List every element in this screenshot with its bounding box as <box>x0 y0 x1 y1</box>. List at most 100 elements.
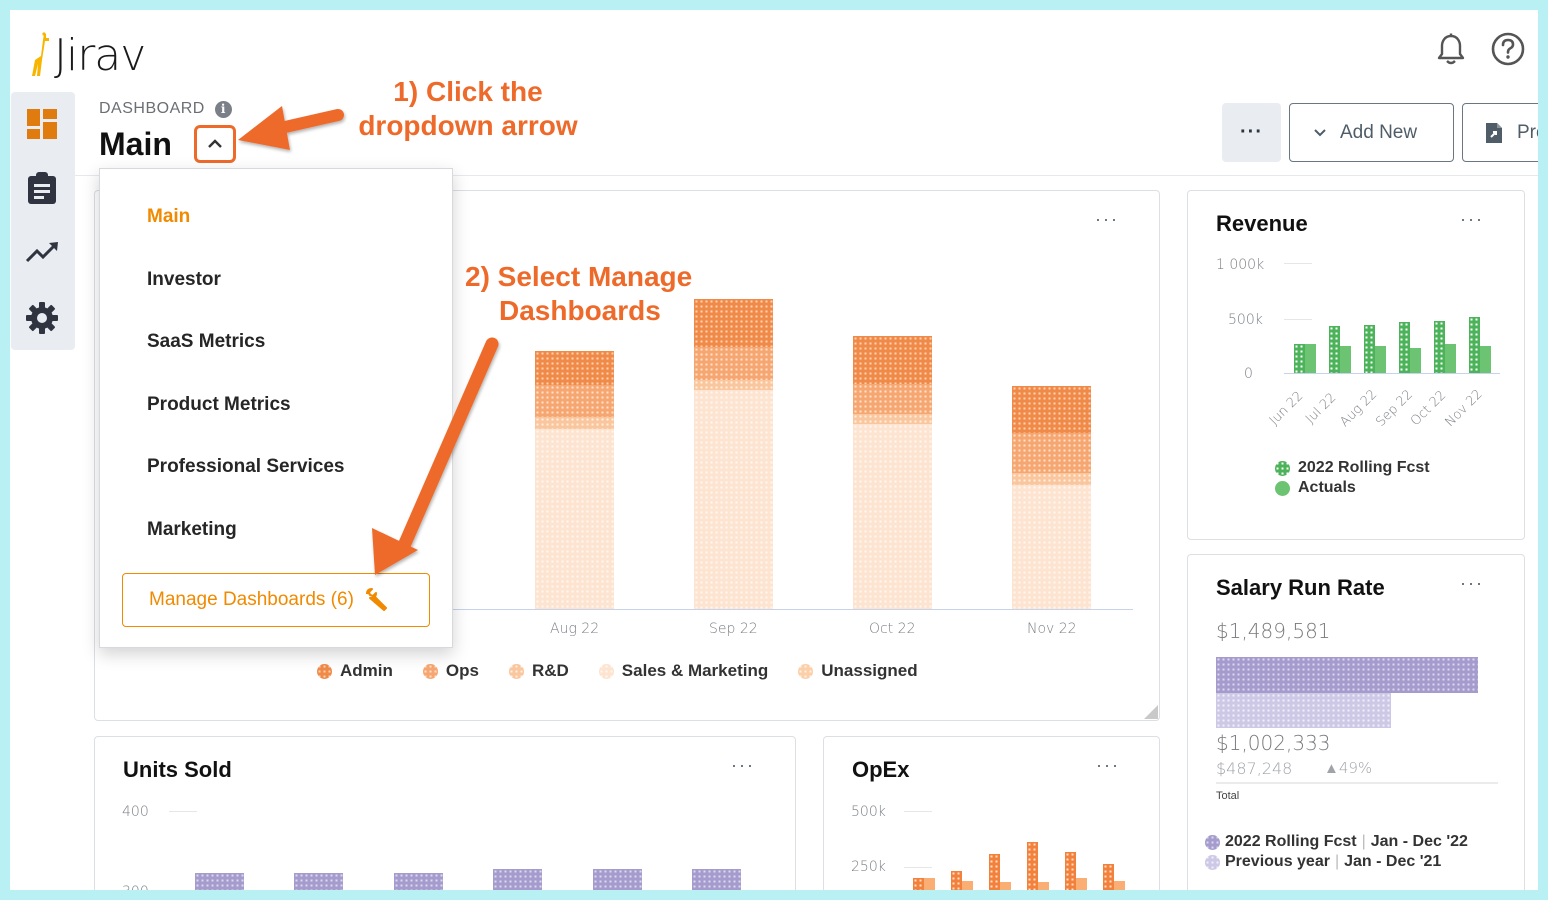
revenue-card: Revenue ··· 1 000k 500k 0 Jun 22 Jul 22 … <box>1187 190 1525 540</box>
card-title: Revenue <box>1216 211 1308 236</box>
bar-fcst-oct[interactable] <box>1434 321 1445 373</box>
legend-rolling-fcst[interactable]: 2022 Rolling Fcst | Jan - Dec '22 <box>1205 833 1468 851</box>
bar-opex-actual[interactable] <box>1114 881 1125 890</box>
y-label: 500k <box>851 804 886 820</box>
y-label: 1 000k <box>1216 257 1265 273</box>
sidebar-nav <box>11 92 75 350</box>
bar-opex-actual[interactable] <box>962 881 973 890</box>
dropdown-item-saas-metrics[interactable]: SaaS Metrics <box>147 331 266 352</box>
bar-fcst-jun[interactable] <box>1294 344 1305 373</box>
chart-legend: Admin Ops R&D Sales & Marketing Unassign… <box>317 661 918 681</box>
card-menu-button[interactable]: ··· <box>1096 755 1120 775</box>
bar-opex-fcst[interactable] <box>913 878 924 890</box>
resize-handle[interactable] <box>1144 705 1158 719</box>
bar-aug-22[interactable] <box>535 351 614 609</box>
card-menu-button[interactable]: ··· <box>1460 209 1484 229</box>
bar-actual-aug[interactable] <box>1375 346 1386 373</box>
bar-fcst-sep[interactable] <box>1399 322 1410 373</box>
bar-units[interactable] <box>593 869 642 890</box>
bar-units[interactable] <box>294 873 343 890</box>
bar-previous[interactable] <box>1216 693 1391 728</box>
bar-actual-jun[interactable] <box>1305 344 1316 373</box>
legend-sales-marketing[interactable]: Sales & Marketing <box>598 661 768 681</box>
bar-opex-actual[interactable] <box>924 878 935 890</box>
annotation-step1: 1) Click the dropdown arrow <box>358 76 578 141</box>
bar-sep-22[interactable] <box>694 299 773 609</box>
salary-legend: 2022 Rolling Fcst | Jan - Dec '22 Previo… <box>1205 833 1468 871</box>
sidebar-item-settings[interactable] <box>23 299 61 337</box>
bar-actual-oct[interactable] <box>1445 344 1456 373</box>
legend-swatch <box>1275 480 1290 496</box>
manage-dashboards-button[interactable]: Manage Dashboards (6) <box>122 573 430 627</box>
more-options-button[interactable]: ··· <box>1222 103 1281 162</box>
bell-icon <box>1437 33 1465 65</box>
y-label: 250k <box>851 859 886 875</box>
add-new-button[interactable]: Add New <box>1289 103 1454 162</box>
dropdown-item-professional-services[interactable]: Professional Services <box>147 456 345 477</box>
bar-actual-nov[interactable] <box>1480 346 1491 373</box>
dropdown-item-investor[interactable]: Investor <box>147 269 221 290</box>
total-label: Total <box>1216 790 1240 802</box>
change-percent: ▲49% <box>1324 759 1373 777</box>
bar-opex-fcst[interactable] <box>951 871 962 890</box>
legend-actuals[interactable]: Actuals <box>1275 479 1430 497</box>
brand-name: Jirav <box>54 30 146 81</box>
page-title: Main <box>99 126 172 162</box>
manage-dashboards-label: Manage Dashboards (6) <box>149 589 354 610</box>
card-menu-button[interactable]: ··· <box>1095 209 1119 229</box>
legend-unassigned[interactable]: Unassigned <box>798 661 918 681</box>
dashboard-dropdown-toggle[interactable] <box>194 125 236 163</box>
y-label: 300 <box>122 884 149 890</box>
legend-admin[interactable]: Admin <box>317 661 393 681</box>
info-icon[interactable]: i <box>214 100 232 118</box>
bar-opex-actual[interactable] <box>1000 882 1011 890</box>
dropdown-item-product-metrics[interactable]: Product Metrics <box>147 394 291 415</box>
bar-units[interactable] <box>493 869 542 890</box>
notifications-button[interactable] <box>1434 32 1468 66</box>
sidebar-item-reports[interactable] <box>23 169 61 207</box>
legend-swatch <box>317 663 332 679</box>
divider <box>1216 782 1498 784</box>
grid-line <box>904 811 932 812</box>
x-label: Jul 22 <box>1303 390 1340 427</box>
bar-units[interactable] <box>195 873 244 890</box>
jirav-logo[interactable]: Jirav <box>30 28 146 81</box>
bar-opex-actual[interactable] <box>1076 878 1087 890</box>
bar-current[interactable] <box>1216 657 1478 693</box>
legend-previous-year[interactable]: Previous year | Jan - Dec '21 <box>1205 853 1468 871</box>
help-button[interactable] <box>1491 32 1525 66</box>
bar-actual-jul[interactable] <box>1340 346 1351 373</box>
section-label: DASHBOARD i <box>99 100 232 118</box>
bar-fcst-aug[interactable] <box>1364 325 1375 373</box>
dropdown-item-main[interactable]: Main <box>147 206 191 227</box>
arrow-to-dropdown <box>238 106 344 150</box>
bar-opex-fcst[interactable] <box>1027 842 1038 890</box>
add-new-label: Add New <box>1340 121 1418 143</box>
bar-opex-fcst[interactable] <box>989 854 1000 890</box>
legend-ops[interactable]: Ops <box>422 661 479 681</box>
card-title: Salary Run Rate <box>1216 575 1385 600</box>
x-label: Sep 22 <box>709 621 758 637</box>
bar-opex-actual[interactable] <box>1038 882 1049 890</box>
trending-up-icon <box>25 242 58 263</box>
sidebar-item-analytics[interactable] <box>23 234 61 272</box>
bar-oct-22[interactable] <box>853 336 932 609</box>
sidebar-item-dashboards[interactable] <box>23 105 61 143</box>
bar-fcst-jul[interactable] <box>1329 326 1340 373</box>
bar-fcst-nov[interactable] <box>1469 317 1480 373</box>
bar-opex-fcst[interactable] <box>1103 864 1114 890</box>
x-label: Nov 22 <box>1442 386 1486 431</box>
present-button[interactable]: Pre <box>1462 103 1538 162</box>
legend-rolling-fcst[interactable]: 2022 Rolling Fcst <box>1275 459 1430 477</box>
legend-swatch <box>798 663 814 679</box>
bar-actual-sep[interactable] <box>1410 348 1421 373</box>
bar-opex-fcst[interactable] <box>1065 852 1076 890</box>
dropdown-item-marketing[interactable]: Marketing <box>147 519 237 540</box>
legend-rd[interactable]: R&D <box>508 661 569 681</box>
card-menu-button[interactable]: ··· <box>1460 573 1484 593</box>
bar-nov-22[interactable] <box>1012 386 1091 609</box>
card-menu-button[interactable]: ··· <box>731 755 755 775</box>
app-window: Jirav <box>10 10 1538 890</box>
bar-units[interactable] <box>394 873 443 890</box>
bar-units[interactable] <box>692 869 741 890</box>
